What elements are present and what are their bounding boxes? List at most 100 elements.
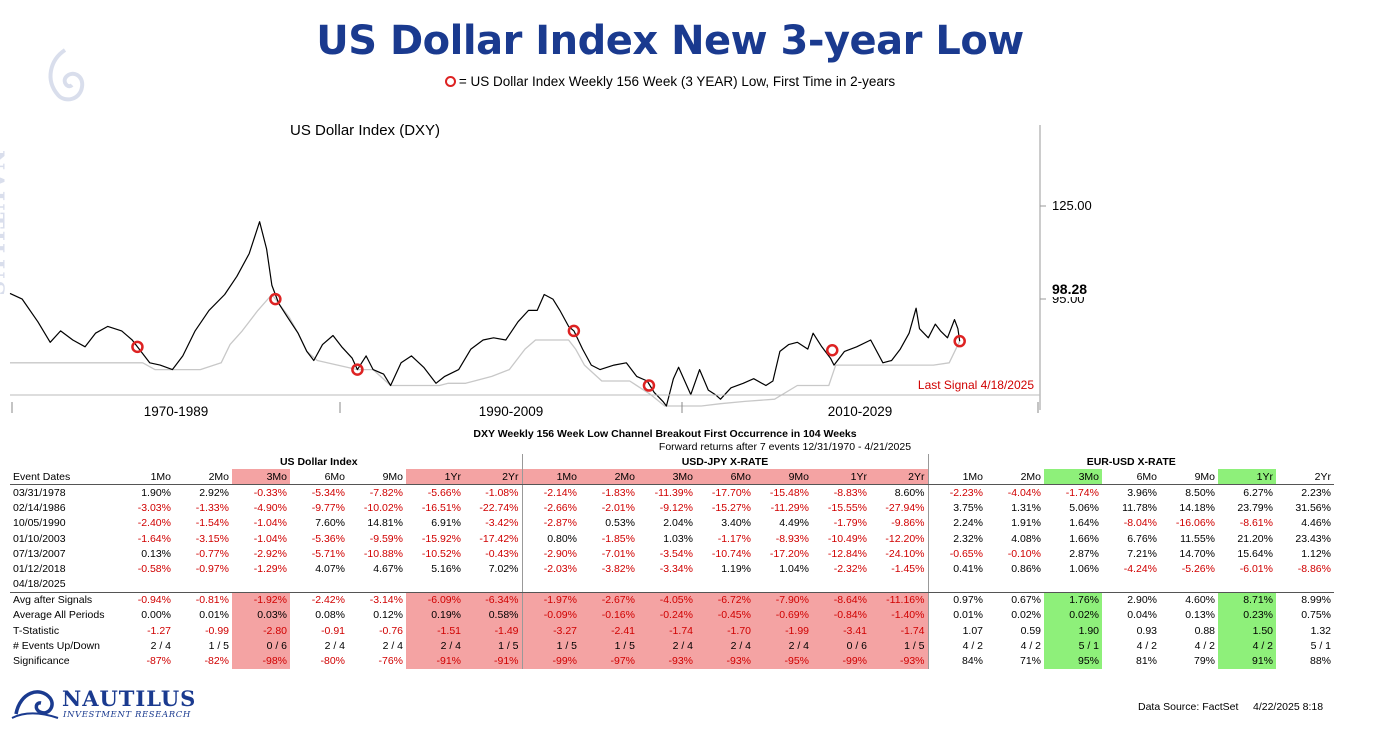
table-cell: -27.94% (885, 502, 925, 515)
table-cell: 71% (1019, 655, 1041, 668)
row-label: Average All Periods (13, 609, 105, 622)
table-cell: -0.58% (137, 562, 171, 575)
table-cell: 4 / 2 (1218, 638, 1276, 654)
row-label: 03/31/1978 (13, 486, 66, 499)
table-cell: 14.18% (1179, 502, 1215, 515)
table-cell: 15.64% (1237, 547, 1273, 560)
table-cell: -1.97% (521, 592, 580, 608)
table-cell: 0.53% (605, 517, 635, 530)
table-cell: 2.87% (1069, 547, 1099, 560)
signal-markers (131, 292, 966, 392)
table-cell: 0.13% (1185, 609, 1215, 622)
nautilus-logo-icon (11, 690, 59, 719)
table-cell: -7.82% (369, 486, 403, 499)
table-cell: 0.04% (1127, 609, 1157, 622)
brand-subtitle: INVESTMENT RESEARCH (63, 710, 191, 720)
table-cell: -2.14% (521, 484, 580, 501)
table-cell: 1.12% (1301, 547, 1331, 560)
table-cell: 4.49% (779, 517, 809, 530)
event-row: 01/10/2003 -1.64% -3.15% -1.04% -5.36% -9.59%… (10, 530, 1334, 547)
table-cell: -15.27% (711, 502, 751, 515)
table-cell: 0.67% (1011, 594, 1041, 607)
table-cell: -2.87% (521, 515, 580, 531)
row-label: # Events Up/Down (13, 639, 100, 652)
row-label: Significance (13, 655, 70, 668)
table-cell: -1.85% (601, 532, 635, 545)
table-cell: -8.83% (833, 486, 867, 499)
table-cell: -15.55% (827, 502, 867, 515)
table-cell: 88% (1309, 655, 1331, 668)
column-header: 2Yr (464, 469, 522, 486)
table-cell: -0.16% (580, 607, 638, 624)
table-cell: -10.02% (363, 502, 403, 515)
table-cell: 0.59 (1020, 624, 1041, 637)
table-cell: -5.26% (1181, 562, 1215, 575)
table-cell: -11.29% (770, 502, 809, 515)
table-cell (174, 576, 232, 593)
dxy-line (9, 221, 961, 407)
table-cell: 0.58% (464, 607, 522, 624)
table-cell: -17.42% (479, 532, 519, 545)
table-cell: -8.86% (1297, 562, 1331, 575)
table-cell: 0.86% (1011, 562, 1041, 575)
table-cell: -2.92% (253, 547, 287, 560)
table-cell: 0.75% (1301, 609, 1331, 622)
table-cell: -5.36% (311, 532, 345, 545)
table-cell: 0.01% (927, 607, 986, 624)
table-cell: -3.14% (369, 594, 403, 607)
table-cell: -0.99 (205, 624, 229, 637)
table-cell: -0.76 (379, 624, 403, 637)
column-header: 6Mo (696, 469, 754, 486)
table-cell: -1.33% (195, 502, 229, 515)
x-period-label: 2010-2029 (828, 404, 893, 419)
column-header: 9Mo (754, 469, 812, 486)
page-subtitle: = US Dollar Index Weekly 156 Week (3 YEA… (0, 74, 1340, 89)
table-cell: 4.07% (315, 562, 345, 575)
table-cell: 2.04% (663, 517, 693, 530)
table-cell: -0.33% (253, 486, 287, 499)
table-cell: -1.83% (601, 486, 635, 499)
table-cell: -3.42% (485, 517, 519, 530)
table-cell: 3.75% (927, 500, 986, 516)
table-cell: 4.60% (1185, 594, 1215, 607)
column-header: 2Mo (580, 469, 638, 486)
x-period-label: 1970-1989 (144, 404, 209, 419)
table-cell: 5.06% (1069, 502, 1099, 515)
table-cell: -11.16% (870, 592, 928, 608)
table-cell: 2 / 4 (754, 638, 812, 654)
table-cell: -1.54% (195, 517, 229, 530)
table-cell (521, 576, 580, 593)
table-cell: -97% (580, 653, 638, 669)
table-cell: -93% (696, 653, 754, 669)
table-cell: -2.40% (137, 517, 171, 530)
column-header: 1Mo (116, 469, 174, 486)
table-cell (638, 576, 696, 593)
table-cell: 7.60% (315, 517, 345, 530)
table-cell: -8.93% (775, 532, 809, 545)
table-cell (290, 576, 348, 593)
table-cell: -0.69% (754, 607, 812, 624)
table-cell: -1.17% (717, 532, 751, 545)
table-cell: 0.93 (1136, 624, 1157, 637)
table-cell: -4.04% (1007, 486, 1041, 499)
table-cell: -24.10% (885, 547, 925, 560)
column-header: 3Mo (232, 469, 290, 486)
table-cell: -0.65% (927, 546, 986, 562)
table-cell (754, 576, 812, 593)
table-cell: -15.92% (421, 532, 461, 545)
table-cell: 0.02% (1011, 609, 1041, 622)
table-cell: 95% (1044, 653, 1102, 669)
table-cell: -1.70 (696, 623, 754, 639)
table-cell: 1.03% (663, 532, 693, 545)
table-cell: -16.51% (421, 502, 461, 515)
table-cell: -1.45% (891, 562, 925, 575)
table-cell: 4 / 2 (1194, 639, 1215, 652)
table-cell (1102, 576, 1160, 593)
event-row: 07/13/2007 0.13% -0.77% -2.92% -5.71% -10.88%… (10, 546, 1334, 562)
table-cell: -3.41 (812, 623, 870, 639)
signal-marker (642, 379, 656, 392)
table-cell: 0.03% (232, 607, 290, 624)
table-cell: 2 / 4 (406, 638, 464, 654)
table-cell: 1 / 5 (580, 638, 638, 654)
